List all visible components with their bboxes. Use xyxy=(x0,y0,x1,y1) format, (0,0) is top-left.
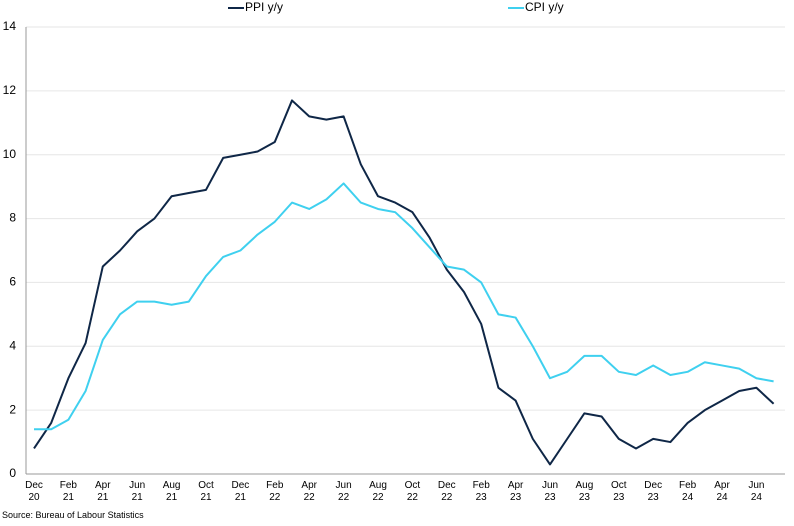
x-tick-label: Apr 24 xyxy=(714,480,730,503)
y-tick-label: 8 xyxy=(9,211,16,225)
x-tick-label: Feb 23 xyxy=(472,480,490,503)
x-tick-label: Feb 22 xyxy=(266,480,284,503)
x-tick-label: Dec 20 xyxy=(25,480,43,503)
y-tick-label: 4 xyxy=(9,338,16,352)
x-tick-label: Apr 23 xyxy=(507,480,524,503)
x-tick-label: Dec 21 xyxy=(231,480,250,503)
series-line xyxy=(33,99,775,466)
x-tick-label: Aug 22 xyxy=(369,480,387,503)
y-tick-label: 12 xyxy=(3,83,17,97)
y-tick-label: 14 xyxy=(3,19,17,33)
x-tick-label: Oct 22 xyxy=(404,480,421,503)
legend-label: PPI y/y xyxy=(245,0,283,14)
x-tick-label: Oct 23 xyxy=(611,480,627,503)
x-tick-label: Jun 24 xyxy=(748,480,765,503)
y-tick-label: 0 xyxy=(9,466,16,480)
y-tick-label: 10 xyxy=(3,147,17,161)
x-tick-label: Aug 21 xyxy=(162,480,181,503)
x-tick-label: Jun 22 xyxy=(335,480,352,503)
y-tick-label: 2 xyxy=(9,402,16,416)
x-tick-label: Apr 22 xyxy=(301,480,317,503)
x-tick-label: Oct 21 xyxy=(198,480,214,503)
x-tick-label: Jun 23 xyxy=(541,480,559,503)
source: Source: Bureau of Labour Statistics xyxy=(2,510,144,520)
series-line xyxy=(34,182,774,431)
x-tick-label: Aug 23 xyxy=(575,480,594,503)
x-tick-label: Feb 24 xyxy=(678,480,697,503)
x-tick-label: Dec 23 xyxy=(644,480,663,503)
x-tick-label: Jun 21 xyxy=(129,480,146,503)
y-tick-label: 6 xyxy=(9,275,16,289)
x-tick-label: Dec 22 xyxy=(437,480,456,503)
x-tick-label: Apr 21 xyxy=(95,480,111,503)
legend-label: CPI y/y xyxy=(525,0,564,14)
x-tick-label: Feb 21 xyxy=(59,480,77,503)
